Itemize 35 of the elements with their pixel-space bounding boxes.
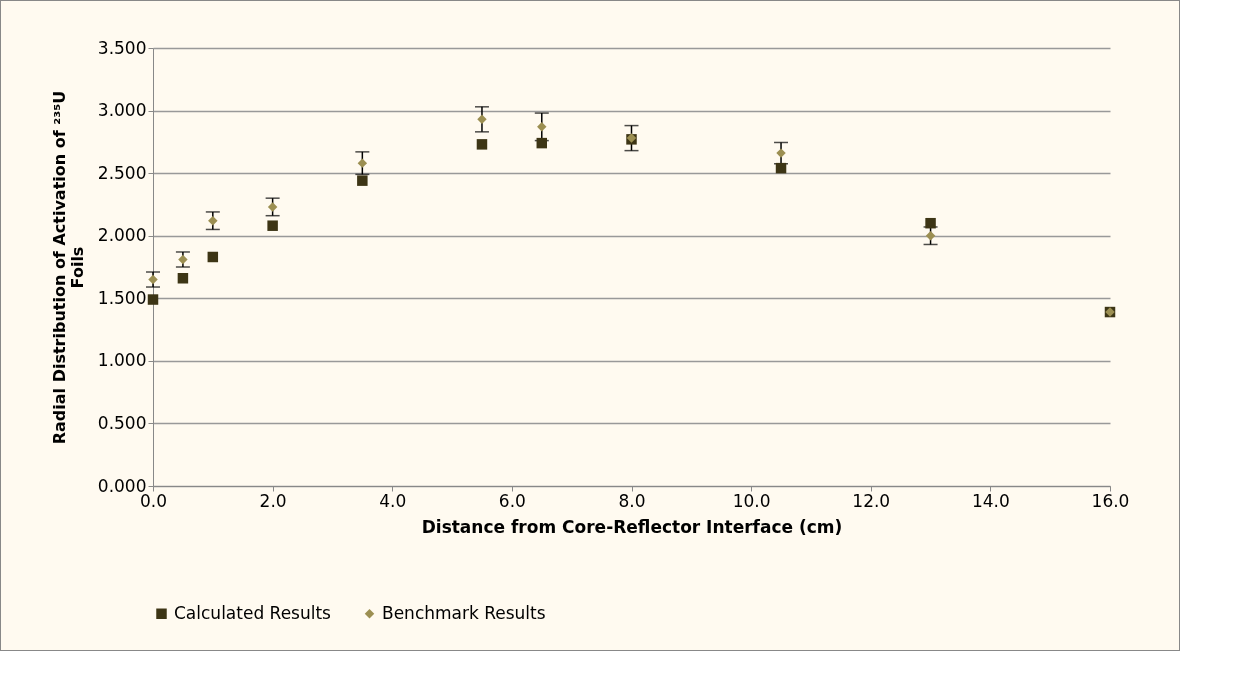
y-tick-label: 3.000 bbox=[97, 100, 147, 121]
x-tick-label: 8.0 bbox=[618, 490, 646, 511]
y-tick-label: 1.500 bbox=[97, 287, 147, 308]
x-tick-label: 6.0 bbox=[498, 490, 526, 511]
point bbox=[357, 158, 368, 168]
point bbox=[177, 273, 189, 284]
point bbox=[925, 217, 936, 229]
y-axis-title: Radial Distribution of Activation of ²³⁵U Foils bbox=[49, 90, 87, 445]
point bbox=[357, 175, 368, 186]
y-tick-label: 2.000 bbox=[97, 225, 147, 246]
y-tick-label: 3.500 bbox=[97, 37, 147, 58]
legend-label: Calculated Results bbox=[174, 602, 332, 623]
point bbox=[476, 139, 488, 150]
point bbox=[775, 162, 787, 174]
legend-label: Benchmark Results bbox=[382, 602, 546, 623]
point bbox=[208, 215, 218, 226]
point bbox=[537, 122, 547, 132]
point bbox=[267, 220, 278, 231]
point bbox=[925, 230, 936, 241]
point bbox=[536, 137, 548, 149]
x-tick-label: 16.0 bbox=[1091, 490, 1130, 511]
x-tick-label: 4.0 bbox=[379, 490, 407, 511]
point bbox=[147, 294, 159, 305]
x-tick-label: 10.0 bbox=[732, 490, 771, 511]
point bbox=[477, 114, 487, 125]
y-tick-label: 2.500 bbox=[97, 162, 147, 183]
x-tick-label: 14.0 bbox=[971, 490, 1010, 511]
y-tick-label: 0.500 bbox=[97, 412, 147, 433]
point bbox=[207, 251, 219, 263]
x-tick-label: 12.0 bbox=[852, 490, 891, 511]
y-tick-label: 1.000 bbox=[97, 350, 147, 371]
point bbox=[148, 274, 158, 285]
x-tick-label: 2.0 bbox=[259, 490, 287, 511]
x-axis-title: Distance from Core-Reflector Interface (cm) bbox=[421, 516, 843, 537]
point bbox=[267, 202, 278, 212]
